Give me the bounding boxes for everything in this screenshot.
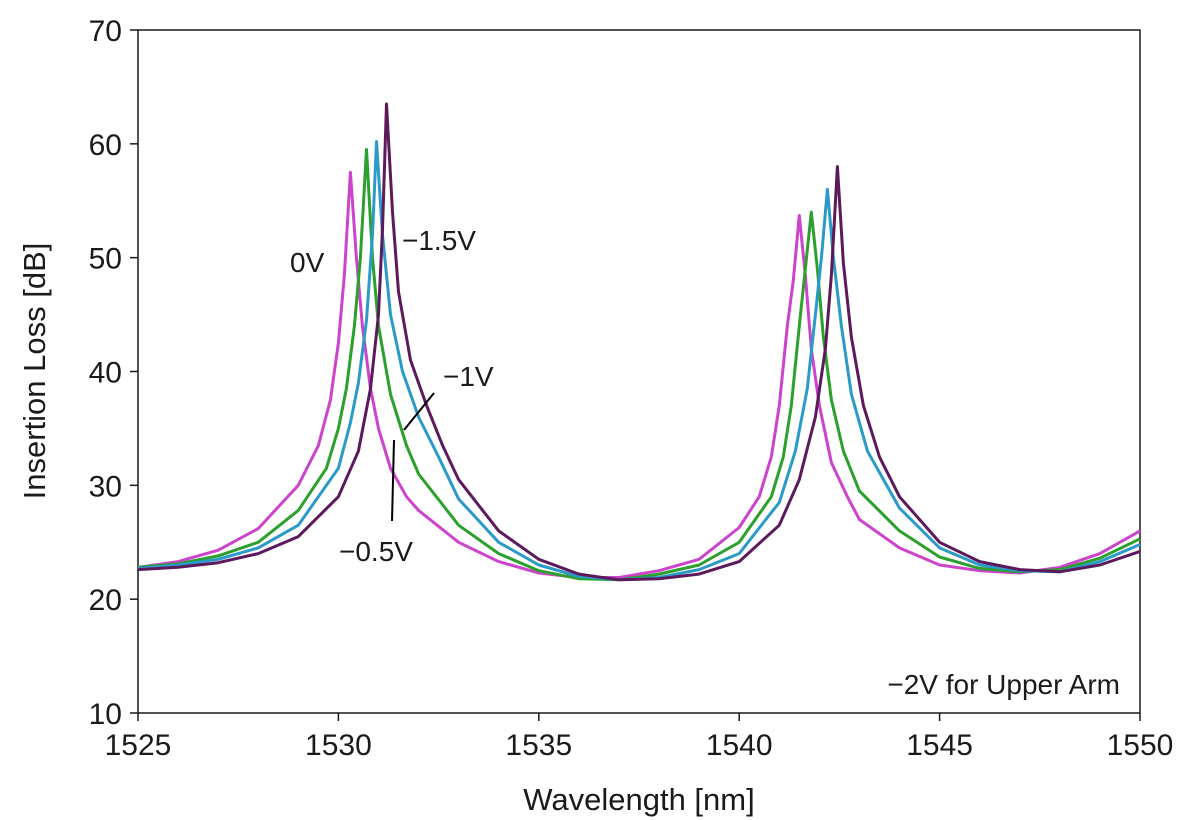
series-group [137, 102, 1141, 582]
x-tick-label: 1535 [505, 729, 572, 762]
plot-area [137, 29, 1141, 714]
x-axis: 1525 1530 1535 1540 1545 1550 [105, 713, 1174, 762]
leader-line-neg1 [403, 392, 435, 431]
x-tick-label: 1530 [305, 729, 372, 762]
series-line [137, 170, 1141, 579]
annotation-upper-arm: −2V for Upper Arm [887, 669, 1120, 700]
series-line [137, 102, 1141, 582]
leader-line-neg05 [391, 439, 395, 522]
y-tick-label: 50 [89, 243, 122, 276]
y-tick-label: 60 [89, 129, 122, 162]
x-tick-label: 1550 [1107, 729, 1174, 762]
y-axis-title: Insertion Loss [dB] [17, 243, 52, 500]
y-tick-label: 70 [89, 15, 122, 48]
y-axis: 10 20 30 40 50 60 70 [89, 15, 138, 731]
y-tick-label: 20 [89, 584, 122, 617]
x-axis-title: Wavelength [nm] [523, 782, 754, 817]
label-neg1v: −1V [443, 361, 494, 392]
series-line [137, 148, 1141, 582]
label-neg0-5v: −0.5V [339, 536, 413, 567]
y-tick-label: 30 [89, 470, 122, 503]
x-tick-label: 1540 [706, 729, 773, 762]
x-tick-label: 1545 [906, 729, 973, 762]
label-neg1-5v: −1.5V [402, 225, 476, 256]
y-tick-label: 10 [89, 698, 122, 731]
y-tick-label: 40 [89, 357, 122, 390]
label-0v: 0V [290, 247, 325, 278]
x-tick-label: 1525 [105, 729, 172, 762]
